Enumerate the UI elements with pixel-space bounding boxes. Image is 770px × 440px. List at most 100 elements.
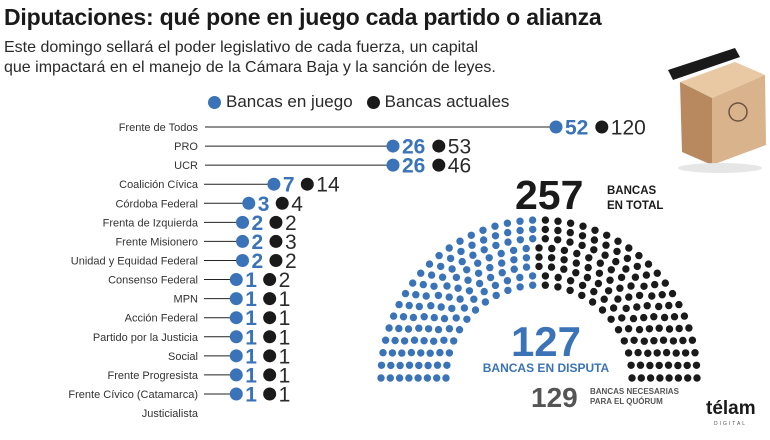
seat-dot <box>479 236 488 244</box>
value-en-juego-frente-civico-catamarca: 1 <box>245 383 257 406</box>
seat-dot <box>460 304 469 312</box>
value-en-juego-partido-por-la-justicia: 1 <box>245 326 257 349</box>
seat-dot <box>583 273 592 282</box>
seat-dot <box>578 232 587 240</box>
dot-en-juego-mpn <box>229 292 243 306</box>
seat-dot <box>625 244 633 252</box>
value-en-juego-pro: 26 <box>402 136 425 159</box>
seat-dot <box>522 254 531 262</box>
row-label-pro: PRO <box>174 141 198 153</box>
seat-dot <box>510 265 518 273</box>
seat-dot <box>509 246 518 255</box>
seat-dot <box>417 269 425 277</box>
value-en-juego-frente-de-todos: 52 <box>565 117 588 140</box>
hemicycle-seats <box>377 216 701 382</box>
seat-dot <box>579 222 587 230</box>
value-actuales-frente-civico-catamarca: 1 <box>279 383 291 406</box>
seat-dot <box>684 374 692 382</box>
dot-en-juego-frente-misionero <box>236 234 250 248</box>
seat-dot <box>464 276 472 284</box>
seat-dot <box>516 236 524 244</box>
seat-dot <box>631 273 640 281</box>
seat-dot <box>566 228 574 237</box>
seat-dot <box>377 374 385 382</box>
seat-dot <box>566 219 575 227</box>
seat-dot <box>618 314 626 322</box>
seat-dot <box>598 306 607 314</box>
box-top <box>680 62 765 98</box>
seat-dot <box>627 361 635 369</box>
seat-dot <box>672 349 680 357</box>
seat-dot <box>389 312 398 320</box>
seat-dot <box>504 286 512 295</box>
seat-dot <box>600 295 608 303</box>
seat-dot <box>445 325 454 333</box>
row-label-frente-civico-catamarca: Frente Cívico (Catamarca) <box>68 389 198 401</box>
seat-dot <box>497 249 505 258</box>
seat-dot <box>448 304 456 313</box>
dot-en-juego-coalicion-civica <box>267 177 281 191</box>
dot-actuales-frente-de-todos <box>595 120 609 134</box>
seat-dot <box>614 237 622 245</box>
seat-dot <box>438 273 447 281</box>
seat-dot <box>650 337 658 345</box>
seat-dot <box>541 216 550 224</box>
dot-actuales-frente-civico-catamarca <box>263 387 277 401</box>
value-en-juego-social: 1 <box>245 345 257 368</box>
seat-dot <box>691 349 699 357</box>
seat-dot <box>433 374 441 382</box>
seat-dot <box>522 263 531 271</box>
seat-dot <box>430 313 438 322</box>
seat-dot <box>679 336 687 345</box>
seat-dot <box>405 374 413 382</box>
seat-dot <box>425 260 434 268</box>
seat-dot <box>661 279 669 287</box>
seat-dot <box>606 276 614 284</box>
value-actuales-cordoba-federal: 4 <box>291 193 303 216</box>
value-en-juego-frenta-de-izquierda: 2 <box>252 212 264 235</box>
seat-dot <box>437 303 445 311</box>
seat-dot <box>650 313 658 321</box>
seat-dot <box>404 325 413 333</box>
seat-dot <box>578 281 587 290</box>
seat-dot <box>395 374 404 382</box>
seat-dot <box>662 348 671 357</box>
row-label-frenta-de-izquierda: Frenta de Izquierda <box>103 217 199 229</box>
seat-dot <box>614 326 623 334</box>
seat-dot <box>474 269 483 277</box>
seat-dot <box>616 284 624 292</box>
seat-dot <box>607 315 615 323</box>
seat-dot <box>381 336 390 344</box>
ballot-envelope <box>668 48 740 80</box>
seat-dot <box>675 324 683 333</box>
seat-dot <box>415 302 423 311</box>
seat-dot <box>463 315 471 323</box>
seat-dot <box>454 284 462 292</box>
seat-dot <box>590 246 598 254</box>
seat-dot <box>485 254 493 262</box>
seat-dot <box>443 282 451 290</box>
seat-dot <box>391 336 399 345</box>
seat-dot <box>688 336 697 344</box>
seat-dot <box>636 361 645 369</box>
seat-dot <box>685 324 693 332</box>
value-actuales-frenta-de-izquierda: 2 <box>285 212 297 235</box>
seat-dot <box>635 325 644 334</box>
seat-dot <box>440 314 449 323</box>
seat-dot <box>467 231 475 239</box>
seat-dot <box>498 269 506 277</box>
seat-dot <box>541 235 549 243</box>
dot-en-juego-accion-federal <box>229 311 243 325</box>
dot-en-juego-frente-de-todos <box>549 120 563 134</box>
seat-dot <box>665 374 673 382</box>
seat-dot <box>535 253 543 261</box>
seat-dot <box>470 295 478 303</box>
seat-dot <box>516 226 524 235</box>
seat-dot <box>504 228 512 237</box>
seat-dot <box>659 336 668 344</box>
party-rows: Frente de Todos 52 120 PRO 26 53 UCR 26 46 Coalic… <box>68 117 645 421</box>
seat-dot <box>440 336 448 344</box>
dot-actuales-coalicion-civica <box>300 177 314 191</box>
chart-legend: Bancas en juego Bancas actuales <box>208 92 523 112</box>
seat-dot <box>405 301 413 310</box>
